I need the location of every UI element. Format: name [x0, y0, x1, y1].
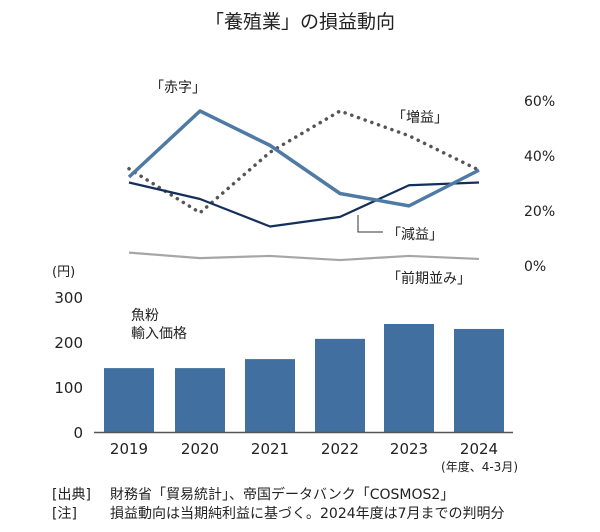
- series-label: 「前期並み」: [387, 270, 471, 287]
- x-axis-unit-label: (年度、4-3月): [441, 459, 518, 474]
- bar-y-tick-label: 100: [54, 379, 83, 397]
- note-text: 損益動向は当期純利益に基づく。2024年度は7月までの判明分: [110, 505, 505, 522]
- line-chart: 0% 20% 40% 60% 「赤字」「増益」「減益」「前期並み」: [127, 80, 555, 287]
- line-series: [127, 109, 480, 208]
- bar-y-axis-label: (円): [52, 265, 75, 280]
- bar-y-tick-label: 300: [54, 289, 83, 307]
- bar: [175, 368, 225, 432]
- bar-series-label-line2: 輸入価格: [131, 326, 187, 342]
- x-tick-label: 2024: [460, 440, 498, 458]
- right-axis-tick-label: 60%: [524, 94, 555, 110]
- leader-line: [357, 215, 383, 233]
- line-series: [128, 181, 480, 228]
- source-text: 財務省「貿易統計」、帝国データバンク「COSMOS2」: [110, 486, 454, 503]
- right-axis-tick-label: 0%: [524, 259, 546, 275]
- right-axis-tick-label: 40%: [524, 149, 555, 165]
- x-tick-label: 2019: [110, 440, 148, 458]
- line-series: [128, 251, 480, 262]
- x-tick-label: 2020: [181, 440, 219, 458]
- bar: [384, 324, 434, 432]
- note-label: [注]: [52, 506, 77, 522]
- bar: [454, 328, 504, 432]
- x-tick-label: 2023: [390, 440, 428, 458]
- x-tick-label: 2022: [321, 440, 359, 458]
- bar: [104, 368, 154, 432]
- bar: [315, 338, 365, 432]
- chart-title: 「養殖業」の損益動向: [205, 11, 395, 33]
- bar-chart: 0 100 200 300 2019 2020 2021 2022 2023 2024: [54, 289, 513, 458]
- series-label: 「赤字」: [150, 80, 206, 96]
- bar-series-label-line1: 魚粉: [131, 308, 159, 324]
- bar: [245, 359, 295, 432]
- line-series: [127, 109, 481, 215]
- bar-y-tick-label: 200: [54, 334, 83, 352]
- series-label: 「増益」: [392, 110, 448, 126]
- x-tick-label: 2021: [251, 440, 289, 458]
- right-axis-tick-label: 20%: [524, 204, 555, 220]
- bar-y-tick-label: 0: [73, 424, 83, 442]
- source-label: [出典]: [52, 487, 91, 503]
- series-label: 「減益」: [387, 226, 443, 243]
